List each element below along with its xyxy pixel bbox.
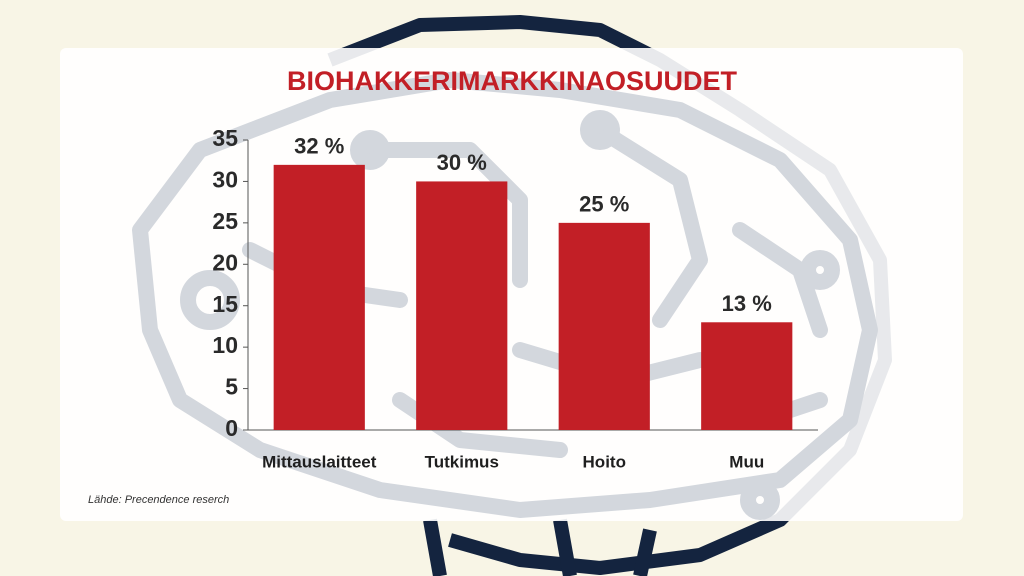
y-tick-label: 5 — [225, 374, 238, 400]
value-label: 30 % — [437, 150, 487, 175]
chart-title: BIOHAKKERIMARKKINAOSUUDET — [287, 66, 738, 96]
bar — [558, 222, 650, 430]
value-label: 13 % — [722, 291, 772, 316]
y-tick-label: 20 — [212, 249, 238, 275]
source-note: Lähde: Precendence reserch — [88, 494, 229, 506]
x-tick-label: Hoito — [583, 452, 626, 471]
x-tick-label: Tutkimus — [425, 452, 499, 471]
value-label: 32 % — [294, 134, 344, 159]
y-tick-label: 15 — [212, 291, 238, 317]
x-tick-label: Muu — [729, 452, 764, 471]
x-tick-label: Mittauslaitteet — [262, 452, 377, 471]
bar — [416, 181, 508, 430]
y-tick-label: 0 — [225, 415, 238, 441]
y-tick-label: 30 — [212, 167, 238, 193]
y-tick-label: 35 — [212, 125, 238, 151]
y-tick-label: 10 — [212, 332, 238, 358]
value-label: 25 % — [579, 192, 629, 217]
y-tick-label: 25 — [212, 208, 238, 234]
bar — [273, 164, 365, 430]
bar — [701, 322, 793, 430]
